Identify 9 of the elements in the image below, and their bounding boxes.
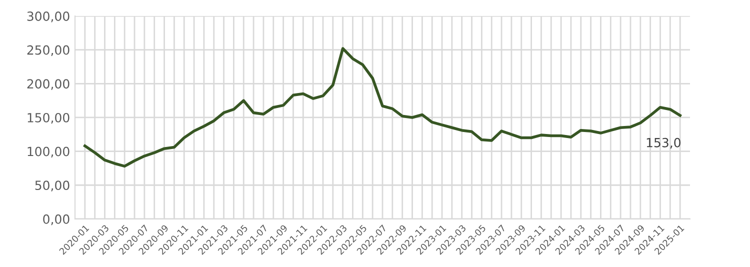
y-tick-label: 150,00: [28, 112, 70, 124]
y-tick-label: 200,00: [27, 79, 70, 90]
y-tick-label: 300,00: [27, 11, 70, 22]
y-tick-label: 100,00: [28, 146, 70, 158]
y-tick-label: 0,00: [43, 214, 70, 226]
y-tick-label: 50,00: [35, 180, 70, 192]
data-label: 153,0: [646, 138, 680, 149]
y-tick-label: 250,00: [27, 45, 70, 56]
line-series: [84, 47, 682, 168]
